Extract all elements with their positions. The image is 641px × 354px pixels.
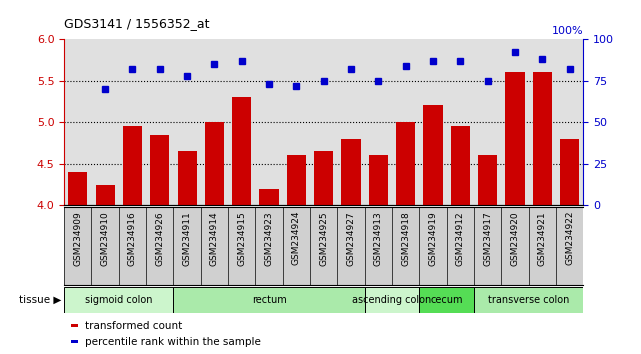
Text: GSM234918: GSM234918 xyxy=(401,211,410,266)
Text: GSM234919: GSM234919 xyxy=(429,211,438,266)
Text: GSM234920: GSM234920 xyxy=(510,211,519,266)
Bar xyxy=(64,287,174,313)
Text: GSM234910: GSM234910 xyxy=(101,211,110,266)
Bar xyxy=(396,122,415,205)
Bar xyxy=(424,105,442,205)
Bar xyxy=(260,189,279,205)
Text: GSM234921: GSM234921 xyxy=(538,211,547,266)
Bar xyxy=(178,151,197,205)
Bar xyxy=(560,139,579,205)
Text: GSM234916: GSM234916 xyxy=(128,211,137,266)
Bar xyxy=(533,72,552,205)
Text: GSM234926: GSM234926 xyxy=(155,211,164,266)
Bar xyxy=(369,155,388,205)
Text: GSM234923: GSM234923 xyxy=(265,211,274,266)
Text: rectum: rectum xyxy=(252,295,287,305)
Bar xyxy=(150,135,169,205)
Bar xyxy=(68,172,87,205)
Bar xyxy=(123,126,142,205)
Text: GSM234911: GSM234911 xyxy=(183,211,192,266)
Bar xyxy=(96,184,115,205)
Text: GSM234925: GSM234925 xyxy=(319,211,328,266)
Bar xyxy=(174,287,365,313)
Bar xyxy=(205,122,224,205)
Text: transformed count: transformed count xyxy=(85,321,182,331)
Text: percentile rank within the sample: percentile rank within the sample xyxy=(85,337,260,347)
Text: GSM234914: GSM234914 xyxy=(210,211,219,266)
Text: ascending colon: ascending colon xyxy=(353,295,431,305)
Text: tissue ▶: tissue ▶ xyxy=(19,295,61,305)
Text: GSM234924: GSM234924 xyxy=(292,211,301,266)
Bar xyxy=(365,287,419,313)
Text: GSM234927: GSM234927 xyxy=(347,211,356,266)
Text: GSM234912: GSM234912 xyxy=(456,211,465,266)
Bar xyxy=(478,155,497,205)
Text: GDS3141 / 1556352_at: GDS3141 / 1556352_at xyxy=(64,17,210,30)
Bar xyxy=(232,97,251,205)
Bar xyxy=(342,139,361,205)
Text: cecum: cecum xyxy=(430,295,463,305)
Bar xyxy=(287,155,306,205)
Bar xyxy=(419,287,474,313)
Text: GSM234915: GSM234915 xyxy=(237,211,246,266)
Text: GSM234913: GSM234913 xyxy=(374,211,383,266)
Text: GSM234922: GSM234922 xyxy=(565,211,574,266)
Bar xyxy=(506,72,524,205)
Bar xyxy=(474,287,583,313)
Text: sigmoid colon: sigmoid colon xyxy=(85,295,153,305)
Bar xyxy=(314,151,333,205)
Text: GSM234909: GSM234909 xyxy=(73,211,82,266)
Text: transverse colon: transverse colon xyxy=(488,295,569,305)
Text: GSM234917: GSM234917 xyxy=(483,211,492,266)
Bar xyxy=(451,126,470,205)
Text: 100%: 100% xyxy=(552,25,583,36)
